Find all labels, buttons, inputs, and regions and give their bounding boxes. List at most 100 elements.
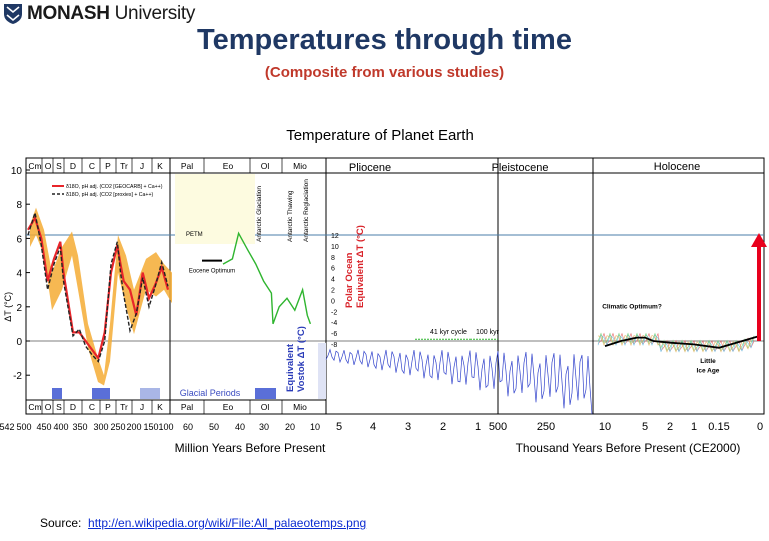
holocene-proxy-3: [597, 334, 755, 353]
glacial-periods-label: Glacial Periods: [180, 388, 241, 398]
period-top-o: O: [45, 161, 52, 171]
period-bottom-d: D: [70, 402, 76, 412]
polar-axis-label-top: Polar Ocean: [344, 252, 355, 308]
polar-tick-8: -4: [331, 320, 337, 327]
series-line-2: [222, 231, 312, 325]
glacial-block-1: [92, 388, 110, 399]
period-top-c: C: [89, 161, 95, 171]
period-top-k: K: [157, 161, 163, 171]
x-tick-kyr-3: 5: [642, 421, 648, 433]
period-holocene: Holocene: [654, 161, 700, 173]
ytick-label-0: 0: [16, 337, 22, 348]
polar-tick-6: 0: [331, 298, 335, 305]
source-label: Source:: [40, 516, 82, 530]
period-bottom-o: O: [45, 402, 52, 412]
uncertainty-band: [30, 207, 172, 386]
period-pliocene: Pliocene: [349, 162, 391, 174]
ytick-label-8: 8: [16, 200, 22, 211]
x-tick-kyr-4: 2: [667, 421, 673, 433]
monash-logo: MONASH University: [3, 3, 195, 25]
glacial-block-3: [255, 388, 276, 399]
x-tick-myr-13: 30: [259, 422, 269, 432]
plot-frame: [25, 157, 765, 415]
period-top-s: S: [56, 161, 62, 171]
brand-name: MONASH University: [27, 3, 196, 24]
ytick-label-6: 6: [16, 234, 22, 245]
little-ice-age-label-1: Little: [700, 358, 716, 365]
x-tick-myr-1: 500: [16, 422, 31, 432]
source-link[interactable]: http://en.wikipedia.org/wiki/File:All_pa…: [88, 516, 367, 530]
period-bottom-pal: Pal: [181, 402, 193, 412]
x-tick-myr-12: 40: [235, 422, 245, 432]
x-tick-kyr-6: 0.15: [708, 421, 729, 433]
period-top-mio: Mio: [293, 161, 307, 171]
petm-label: PETM: [186, 232, 203, 238]
warming-arrow-head: [751, 232, 767, 247]
little-ice-age-label-2: Ice Age: [697, 368, 720, 375]
ytick-label-10: 10: [11, 166, 23, 177]
polar-tick-2: 8: [331, 255, 335, 262]
holocene-proxy-2: [597, 332, 755, 352]
series-line-0: [27, 215, 170, 361]
vostok-axis-label-bottom: Vostok ΔT (°C): [296, 326, 307, 392]
polar-tick-9: -6: [331, 331, 337, 338]
x-axis-label-thousand: Thousand Years Before Present (CE2000): [516, 441, 741, 455]
x-tick-myr-3: 400: [53, 422, 68, 432]
x-tick-myr-7: 200: [126, 422, 141, 432]
x-tick-kyr-7: 0: [757, 421, 763, 433]
period-bottom-s: S: [56, 402, 62, 412]
series-line-3: [604, 335, 761, 349]
x-tick-myr-14: 20: [285, 422, 295, 432]
cycle-100-label: 100 kyr: [476, 329, 500, 336]
source-line: Source: http://en.wikipedia.org/wiki/Fil…: [40, 516, 366, 530]
y-axis-label: ΔT (°C): [3, 292, 13, 322]
vostok-shade: [318, 343, 326, 399]
x-tick-myr-9: 100: [158, 422, 173, 432]
holocene-proxy-1: [597, 334, 755, 353]
polar-tick-3: 6: [331, 266, 335, 273]
antarctic-label-0: Antarctic Glaciation: [256, 186, 263, 242]
period-top-tr: Tr: [120, 161, 128, 171]
slide-title: Temperatures through time: [197, 24, 572, 56]
period-bottom-ol: Ol: [261, 402, 270, 412]
legend-label-1: δ18O, pH adj. (CO2 [proxies] + Ca++): [66, 192, 153, 198]
series-line-1: [27, 212, 169, 363]
period-top-ol: Ol: [261, 161, 270, 171]
x-tick-myr2-3: 2: [440, 421, 446, 433]
climatic-optimum-label: Climatic Optimum?: [602, 304, 662, 311]
x-tick-kyr-2: 10: [599, 421, 611, 433]
cycle-41-label: 41 kyr cycle: [430, 329, 467, 336]
period-bottom-tr: Tr: [120, 402, 128, 412]
period-top-j: J: [140, 161, 144, 171]
period-bottom-k: K: [157, 402, 163, 412]
polar-tick-10: -8: [331, 342, 337, 349]
x-tick-myr2-0: 5: [336, 421, 342, 433]
vostok-axis-label-top: Equivalent: [285, 343, 296, 392]
polar-axis-label-bottom: Equivalent ΔT (°C): [355, 225, 366, 308]
x-tick-kyr-1: 250: [537, 421, 555, 433]
x-tick-myr2-4: 1: [475, 421, 481, 433]
polar-tick-1: 10: [331, 244, 339, 251]
x-tick-myr2-1: 4: [370, 421, 376, 433]
x-tick-myr-10: 60: [183, 422, 193, 432]
period-top-eo: Eo: [223, 161, 234, 171]
period-bottom-cm: Cm: [28, 402, 41, 412]
ytick-label-2: 2: [16, 303, 22, 314]
legend-label-0: δ18O, pH adj. (CO2 [GEOCARB] + Ca++): [66, 184, 163, 190]
polar-tick-0: 12: [331, 233, 339, 240]
polar-tick-4: 4: [331, 277, 335, 284]
ytick-label--2: -2: [13, 371, 22, 382]
antarctic-label-1: Antarctic Thawing: [287, 190, 294, 242]
antarctic-label-2: Antarctic Reglaciation: [303, 179, 310, 242]
polar-tick-5: 2: [331, 288, 335, 295]
period-top-p: P: [105, 161, 111, 171]
x-tick-myr-15: 10: [310, 422, 320, 432]
x-tick-myr-6: 250: [110, 422, 125, 432]
ytick-label-4: 4: [16, 269, 22, 280]
period-bottom-j: J: [140, 402, 144, 412]
x-tick-myr-11: 50: [209, 422, 219, 432]
chart-title: Temperature of Planet Earth: [286, 127, 474, 144]
x-tick-myr-8: 150: [143, 422, 158, 432]
slide-subtitle: (Composite from various studies): [264, 64, 505, 81]
period-top-d: D: [70, 161, 76, 171]
